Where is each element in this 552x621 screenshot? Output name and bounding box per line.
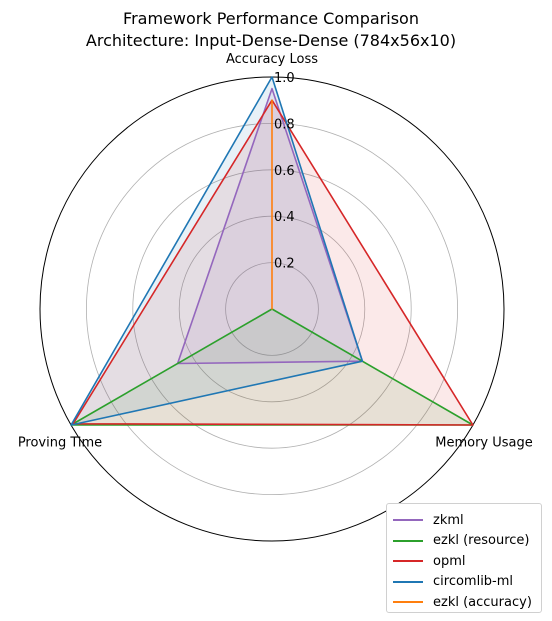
series-line-circomlib-ml: [70, 76, 364, 426]
series-fill-opml: [73, 100, 473, 425]
radial-tick-label: 0.6: [274, 164, 295, 179]
legend-item: ezkl (accuracy): [393, 592, 541, 613]
series-lines: [70, 76, 474, 426]
legend-label: opml: [433, 553, 466, 569]
axis-label: Accuracy Loss: [226, 52, 318, 67]
legend-swatch: [393, 539, 423, 542]
radial-tick-label: 0.8: [274, 117, 295, 132]
series-line-zkml: [176, 87, 364, 365]
series-fill-zkml: [177, 88, 363, 364]
legend-label: ezkl (accuracy): [433, 594, 532, 610]
legend-item: opml: [393, 551, 541, 572]
legend-item: circomlib-ml: [393, 572, 541, 593]
radial-tick-label: 0.2: [274, 257, 295, 272]
chart-subtitle: Architecture: Input-Dense-Dense (784x56x…: [86, 31, 456, 50]
legend-swatch: [393, 601, 423, 604]
legend-label: circomlib-ml: [433, 574, 514, 590]
radial-tick-labels: 0.2 0.4 0.6 0.8 1.0: [274, 71, 295, 272]
legend-item: zkml: [393, 510, 541, 531]
legend: zkml ezkl (resource) opml circomlib-ml ezkl …: [386, 503, 542, 613]
axis-label: Memory Usage: [435, 435, 533, 450]
axis-label: Proving Time: [18, 435, 102, 450]
series-line-opml: [72, 99, 474, 426]
legend-swatch: [393, 519, 423, 522]
legend-label: ezkl (resource): [433, 533, 530, 549]
series-fill-ezkl-resource: [71, 309, 473, 425]
legend-item: ezkl (resource): [393, 531, 541, 552]
legend-label: zkml: [433, 512, 464, 528]
legend-swatch: [393, 560, 423, 563]
legend-swatch: [393, 580, 423, 583]
radial-tick-label: 0.4: [274, 210, 295, 225]
radial-tick-label: 1.0: [274, 71, 295, 86]
chart-title: Framework Performance Comparison: [123, 9, 419, 28]
axis-labels: Accuracy Loss Memory Usage Proving Time: [18, 52, 533, 450]
